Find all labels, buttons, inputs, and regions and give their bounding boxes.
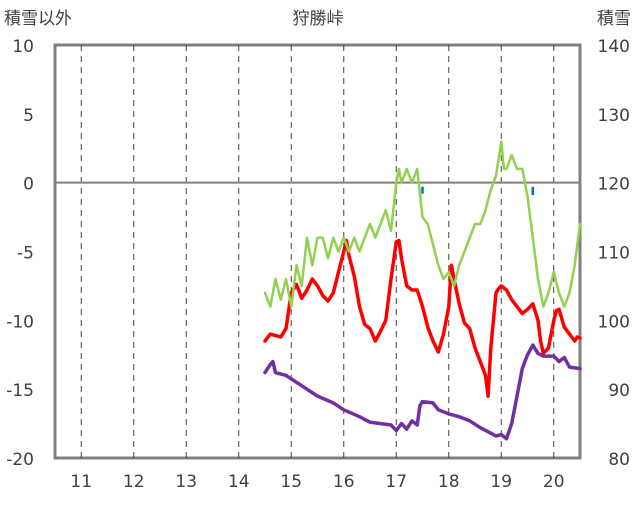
right-tick-label: 90 — [608, 381, 630, 401]
right-tick-label: 100 — [598, 312, 630, 332]
left-axis-title: 積雪以外 — [4, 9, 72, 29]
plot-frame — [53, 43, 582, 460]
right-axis-title: 積雪 — [597, 9, 631, 29]
series-line-temperature — [263, 238, 582, 398]
x-tick-label: 17 — [385, 472, 407, 492]
x-tick-label: 14 — [228, 472, 250, 492]
x-tick-label: 20 — [543, 472, 565, 492]
x-tick-label: 16 — [333, 472, 355, 492]
chart-title: 狩勝峠 — [293, 9, 344, 29]
left-tick-label: -15 — [6, 381, 34, 401]
right-tick-label: 80 — [608, 450, 630, 470]
x-tick-label: 18 — [438, 472, 460, 492]
left-tick-label: 10 — [12, 37, 34, 57]
x-tick-label: 19 — [490, 472, 512, 492]
left-tick-label: -10 — [6, 312, 34, 332]
right-tick-label: 110 — [598, 244, 630, 264]
series-line-snow_depth — [263, 140, 582, 308]
marker-layer — [421, 186, 534, 196]
right-tick-label: 140 — [598, 37, 630, 57]
right-tick-label: 120 — [598, 175, 630, 195]
left-tick-label: 5 — [23, 106, 34, 126]
x-tick-label: 13 — [175, 472, 197, 492]
x-tick-label: 11 — [70, 472, 92, 492]
plot-area — [53, 43, 582, 460]
right-tick-label: 130 — [598, 106, 630, 126]
series-layer — [263, 140, 582, 441]
left-tick-label: -20 — [6, 450, 34, 470]
tick-labels: 10 5 0 -5 -10 -15 -20 140 130 120 110 100 90 80 11 12 13… — [6, 37, 630, 492]
left-tick-label: -5 — [17, 244, 34, 264]
x-tick-label: 15 — [280, 472, 302, 492]
x-tick-label: 12 — [123, 472, 145, 492]
series-line-other — [263, 343, 582, 441]
left-tick-label: 0 — [23, 175, 34, 195]
